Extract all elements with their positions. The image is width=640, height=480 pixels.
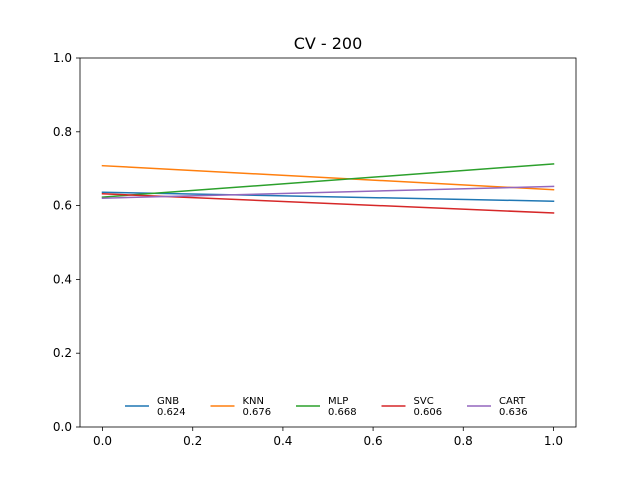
- series-line-cart: [101, 185, 555, 199]
- legend-series-score: 0.636: [499, 407, 528, 418]
- x-tick-label: 0.4: [273, 434, 292, 448]
- x-tick-label: 1.0: [544, 434, 563, 448]
- axes-layer: 0.0 0.2 0.4 0.6 0.8 1.0 0.0 0.2 0.4 0.6 0.8 1.0: [53, 51, 577, 448]
- legend-series-score: 0.606: [414, 407, 443, 418]
- y-tick-label: 1.0: [53, 51, 72, 65]
- chart-title: CV - 200: [294, 34, 363, 53]
- legend-series-name: CART: [499, 396, 526, 407]
- legend-series-name: SVC: [414, 396, 434, 407]
- series-layer: [101, 163, 555, 214]
- legend-series-score: 0.676: [243, 407, 272, 418]
- y-tick-label: 0.0: [53, 420, 72, 434]
- legend-series-name: MLP: [328, 396, 348, 407]
- legend-series-score: 0.668: [328, 407, 357, 418]
- series-line-svc: [101, 193, 555, 214]
- series-line-mlp: [101, 163, 555, 198]
- plot-frame: [79, 57, 577, 428]
- y-tick-label: 0.4: [53, 272, 72, 286]
- x-tick-label: 0.8: [454, 434, 473, 448]
- y-tick-label: 0.6: [53, 199, 72, 213]
- x-tick-label: 0.0: [93, 434, 112, 448]
- y-tick-label: 0.8: [53, 125, 72, 139]
- legend-series-score: 0.624: [157, 407, 186, 418]
- series-line-gnb: [101, 191, 555, 202]
- legend-series-name: KNN: [243, 396, 265, 407]
- x-tick-label: 0.6: [364, 434, 383, 448]
- y-tick-label: 0.2: [53, 346, 72, 360]
- legend-series-name: GNB: [157, 396, 179, 407]
- series-line-knn: [101, 164, 555, 191]
- x-tick-label: 0.2: [183, 434, 202, 448]
